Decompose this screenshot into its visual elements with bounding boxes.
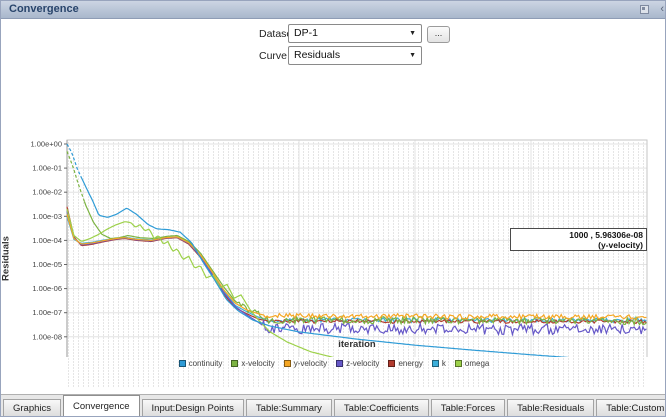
y-tick-label: 1.00e-06 — [32, 284, 62, 293]
legend-swatch-icon — [231, 360, 239, 367]
tooltip-series: (y-velocity) — [598, 240, 643, 250]
residuals-plot: 020040060080010001.00e+001.00e-011.00e-0… — [31, 139, 648, 357]
tab-input-design-points[interactable]: Input:Design Points — [141, 399, 244, 416]
series-continuity — [80, 176, 570, 357]
dataset-dropdown-value: DP-1 — [294, 27, 318, 39]
curve-dropdown-value: Residuals — [294, 49, 341, 61]
legend-label: x-velocity — [241, 359, 275, 368]
legend-swatch-icon — [283, 360, 291, 367]
tab-table-custom-outputs[interactable]: Table:Custom Outputs — [596, 399, 665, 416]
y-tick-label: 1.00e-08 — [32, 332, 62, 341]
legend-swatch-icon — [454, 360, 462, 367]
legend-swatch-icon — [431, 360, 439, 367]
tooltip-value: 1000 , 5.96306e-08 — [569, 230, 643, 240]
y-tick-label: 1.00e-01 — [32, 164, 62, 173]
datapoint-tooltip: 1000 , 5.96306e-08 (y-velocity) — [510, 228, 647, 251]
legend-item-k: k — [431, 359, 446, 368]
series-y-velocity — [66, 214, 647, 321]
curve-label: Curve — [259, 50, 288, 62]
series-omega — [66, 208, 335, 357]
legend-swatch-icon — [178, 360, 186, 367]
x-axis-label: iteration — [338, 339, 376, 350]
dataset-label: Dataset — [259, 28, 296, 40]
y-tick-label: 1.00e-02 — [32, 188, 62, 197]
y-tick-label: 1.00e-09 — [32, 356, 62, 357]
convergence-chart[interactable]: 020040060080010001.00e+001.00e-011.00e-0… — [0, 67, 665, 388]
legend-label: energy — [398, 359, 423, 368]
curve-dropdown[interactable]: Residuals ▼ — [288, 46, 422, 65]
legend-label: k — [441, 359, 446, 368]
legend-item-x-velocity: x-velocity — [231, 359, 275, 368]
legend-label: y-velocity — [293, 359, 328, 368]
y-tick-label: 1.00e-04 — [32, 236, 62, 245]
legend-label: z-velocity — [346, 359, 380, 368]
tab-table-coefficients[interactable]: Table:Coefficients — [333, 399, 429, 416]
series-x-velocity-dashed — [66, 151, 85, 202]
y-tick-label: 1.00e-05 — [32, 260, 62, 269]
series-energy — [66, 206, 647, 325]
float-window-icon[interactable] — [640, 5, 649, 14]
legend-item-z-velocity: z-velocity — [336, 359, 379, 368]
tab-convergence[interactable]: Convergence — [63, 395, 140, 416]
dataset-browse-button[interactable]: ... — [427, 26, 450, 43]
y-tick-label: 1.00e-07 — [32, 308, 62, 317]
legend-item-y-velocity: y-velocity — [283, 359, 328, 368]
legend-item-continuity: continuity — [178, 359, 223, 368]
legend-swatch-icon — [388, 360, 396, 367]
tab-table-forces[interactable]: Table:Forces — [430, 399, 506, 416]
series-continuity-dashed — [66, 143, 82, 177]
legend-item-energy: energy — [388, 359, 423, 368]
y-axis-label: Residuals — [0, 236, 12, 281]
legend-label: omega — [464, 359, 490, 368]
y-tick-label: 1.00e-03 — [32, 212, 62, 221]
dataset-dropdown[interactable]: DP-1 ▼ — [288, 24, 422, 43]
legend-label: continuity — [188, 359, 223, 368]
legend-swatch-icon — [336, 360, 344, 367]
chevron-down-icon: ▼ — [409, 30, 416, 37]
tab-table-residuals[interactable]: Table:Residuals — [507, 399, 595, 416]
window-titlebar: Convergence ‹ — [1, 1, 665, 19]
y-tick-label: 1.00e+00 — [31, 140, 63, 149]
view-tabbar: Graphics Convergence Input:Design Points Ta… — [1, 394, 665, 416]
chevron-down-icon: ▼ — [409, 52, 416, 59]
series-x-velocity — [83, 201, 647, 327]
collapse-chevron-icon[interactable]: ‹ — [660, 3, 664, 15]
tab-graphics[interactable]: Graphics — [3, 399, 62, 416]
legend-item-omega: omega — [454, 359, 490, 368]
window-title: Convergence — [9, 3, 79, 15]
chart-legend: continuity x-velocity y-velocity z-velocity… — [1, 359, 665, 368]
tab-table-summary[interactable]: Table:Summary — [245, 399, 332, 416]
